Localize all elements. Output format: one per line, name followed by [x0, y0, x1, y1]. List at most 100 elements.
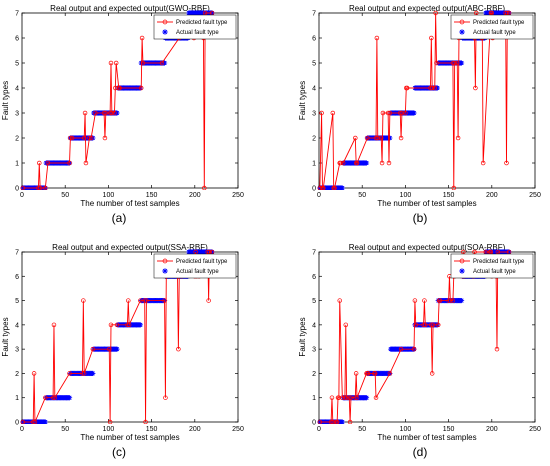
x-axis-label: The number of test samples [377, 199, 476, 208]
x-tick-label: 150 [443, 192, 455, 199]
predicted-point [450, 298, 456, 303]
predicted-point [337, 298, 342, 303]
legend-actual-marker [459, 29, 465, 35]
x-tick-label: 250 [529, 426, 541, 433]
x-tick-label: 200 [486, 426, 498, 433]
predicted-point [373, 395, 379, 400]
y-tick-label: 0 [312, 420, 316, 427]
y-tick-label: 5 [312, 298, 316, 305]
predicted-point [138, 298, 143, 303]
predicted-point [81, 135, 87, 141]
x-axis-label: The number of test samples [377, 433, 476, 442]
legend-predicted-label: Predicted fault type [176, 259, 228, 265]
x-tick-label: 100 [103, 192, 115, 199]
legend-predicted-label: Predicted fault type [473, 259, 525, 265]
x-tick-label: 250 [232, 192, 244, 199]
y-tick-label: 0 [15, 420, 19, 427]
y-tick-label: 3 [15, 347, 19, 354]
y-tick-label: 6 [15, 36, 19, 43]
x-tick-label: 150 [146, 426, 158, 433]
predicted-point [429, 371, 435, 376]
predicted-point [50, 395, 56, 400]
predicted-point [93, 110, 98, 116]
x-tick-label: 200 [486, 192, 498, 199]
legend-predicted-marker [162, 258, 168, 264]
actual-point [66, 395, 73, 401]
predicted-point [397, 110, 403, 116]
actual-point [42, 419, 48, 424]
y-tick-label: 3 [312, 111, 316, 118]
predicted-point [30, 419, 36, 424]
y-tick-label: 7 [15, 250, 19, 257]
legend-actual-marker [162, 268, 168, 274]
y-axis-label: Fault types [298, 81, 307, 120]
actual-point [458, 60, 465, 66]
predicted-point [143, 419, 148, 424]
plot-area [21, 12, 239, 189]
predicted-point [365, 135, 370, 141]
predicted-point [452, 60, 457, 66]
predicted-point [108, 322, 114, 328]
predicted-point [138, 85, 144, 91]
predicted-point [36, 185, 41, 190]
predicted-point [109, 110, 115, 116]
predicted-point [206, 298, 211, 303]
legend-actual-marker [162, 29, 168, 35]
predicted-point [37, 185, 43, 190]
predicted-point [102, 135, 108, 141]
x-tick-label: 0 [317, 426, 321, 433]
predicted-point [428, 85, 433, 91]
actual-point [363, 395, 370, 401]
predicted-point [404, 85, 410, 91]
predicted-point [387, 110, 393, 116]
predicted-point [80, 371, 85, 376]
predicted-point [112, 110, 117, 116]
predicted-point [87, 135, 92, 141]
y-tick-label: 6 [15, 274, 19, 281]
y-tick-label: 3 [312, 347, 316, 354]
legend: Predicted fault type Actual fault type [450, 253, 534, 279]
y-tick-label: 6 [312, 36, 316, 43]
y-axis-label: Fault types [1, 81, 10, 120]
y-tick-label: 0 [312, 186, 316, 193]
predicted-point [163, 395, 168, 400]
predicted-point [332, 185, 337, 190]
legend-actual-label: Actual fault type [473, 269, 516, 275]
predicted-point [107, 419, 113, 424]
legend-actual-label: Actual fault type [176, 30, 219, 36]
y-axis-label: Fault types [298, 317, 307, 356]
actual-point [114, 346, 120, 352]
predicted-point [162, 298, 167, 303]
predicted-point [412, 298, 418, 303]
x-tick-label: 50 [358, 426, 366, 433]
predicted-point [125, 322, 130, 328]
data-area [317, 249, 512, 424]
panel-label: (b) [413, 211, 428, 225]
actual-point [458, 297, 465, 304]
predicted-point [159, 60, 165, 66]
predicted-point [81, 371, 87, 376]
y-tick-label: 2 [15, 371, 19, 378]
predicted-point [67, 371, 72, 376]
predicted-point [451, 185, 457, 190]
predicted-point [20, 185, 26, 190]
y-tick-label: 2 [312, 371, 316, 378]
predicted-point [107, 110, 113, 116]
y-tick-label: 1 [312, 395, 316, 402]
predicted-point [413, 322, 419, 328]
actual-point [339, 185, 345, 190]
x-axis-label: The number of test samples [80, 433, 179, 442]
y-tick-label: 7 [312, 250, 316, 257]
y-tick-label: 4 [312, 322, 316, 329]
predicted-point [372, 371, 378, 376]
x-axis-label: The number of test samples [80, 199, 179, 208]
predicted-point [43, 395, 48, 400]
predicted-point [45, 160, 51, 166]
legend: Predicted fault type Actual fault type [153, 253, 237, 279]
y-tick-label: 1 [312, 161, 316, 168]
predicted-point [140, 60, 146, 66]
y-tick-label: 7 [312, 11, 316, 18]
predicted-point [374, 35, 380, 41]
x-tick-label: 200 [189, 192, 201, 199]
x-tick-label: 100 [400, 192, 412, 199]
